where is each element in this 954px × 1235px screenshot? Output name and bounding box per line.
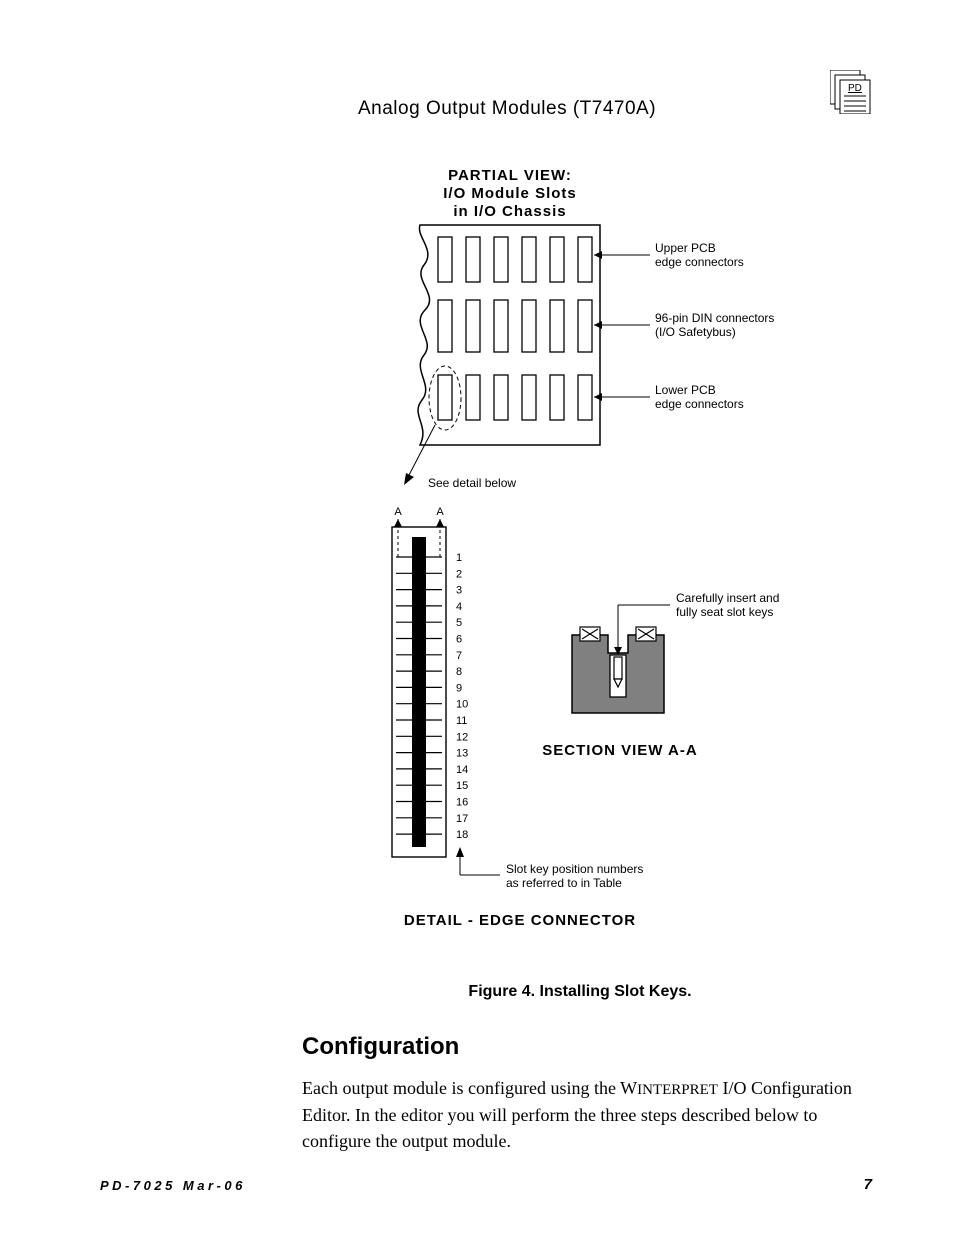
aa-right: A: [436, 506, 444, 518]
slotkey-label-l2: as referred to in Table: [506, 876, 622, 890]
section-heading: Configuration: [302, 1033, 459, 1061]
page-header-title: Analog Output Modules (T7470A): [358, 98, 656, 120]
slot-number: 9: [456, 682, 462, 694]
pd-icon-label: PD: [848, 83, 862, 94]
label-upper-l2: edge connectors: [655, 255, 744, 269]
aa-left: A: [394, 506, 402, 518]
partial-view-title-2: I/O Module Slots: [443, 185, 577, 202]
slot-number: 8: [456, 666, 462, 678]
chassis-outline: [418, 225, 600, 445]
slot-number: 11: [456, 715, 467, 727]
slot-number: 17: [456, 813, 468, 825]
insert-label-l2: fully seat slot keys: [676, 605, 773, 619]
slot-number: 10: [456, 699, 468, 711]
label-lower-l2: edge connectors: [655, 397, 744, 411]
partial-view-title-3: in I/O Chassis: [453, 203, 566, 220]
slot-number: 14: [456, 764, 468, 776]
slot-number: 3: [456, 585, 462, 597]
label-din-l1: 96-pin DIN connectors: [655, 311, 774, 325]
slot-number: 2: [456, 568, 462, 580]
slot-number: 1: [456, 552, 462, 564]
slot-number: 16: [456, 797, 468, 809]
slot-number: 6: [456, 634, 462, 646]
slot-number: 12: [456, 731, 468, 743]
slot-number: 13: [456, 748, 468, 760]
slot-number: 18: [456, 829, 468, 841]
right-labels: Upper PCB edge connectors 96-pin DIN con…: [594, 241, 774, 411]
partial-view-title-1: PARTIAL VIEW:: [448, 167, 572, 184]
slot-number: 5: [456, 617, 462, 629]
slot-number: 4: [456, 601, 462, 613]
section-view-label: SECTION VIEW A-A: [542, 742, 697, 759]
body-paragraph: Each output module is configured using t…: [302, 1075, 854, 1154]
label-din-l2: (I/O Safetybus): [655, 325, 736, 339]
slotkey-label-l1: Slot key position numbers: [506, 862, 643, 876]
insert-label-l1: Carefully insert and: [676, 591, 779, 605]
detail-label: DETAIL - EDGE CONNECTOR: [404, 912, 636, 929]
section-view: Carefully insert and fully seat slot key…: [542, 591, 779, 759]
see-detail-label: See detail below: [428, 476, 516, 490]
figure-caption: Figure 4. Installing Slot Keys.: [300, 983, 860, 1001]
label-lower-l1: Lower PCB: [655, 383, 716, 397]
footer-page-no: 7: [864, 1176, 872, 1193]
label-upper-l1: Upper PCB: [655, 241, 716, 255]
slot-number: 15: [456, 780, 468, 792]
para-pre: Each output module is configured using t…: [302, 1078, 637, 1098]
pd-icon: PD: [830, 70, 874, 114]
footer-doc-id: PD-7025 Mar-06: [100, 1178, 246, 1193]
para-sc: INTERPRET: [637, 1082, 718, 1098]
slot-number: 7: [456, 650, 462, 662]
figure-diagram: PARTIAL VIEW: I/O Module Slots in I/O Ch…: [300, 165, 860, 965]
